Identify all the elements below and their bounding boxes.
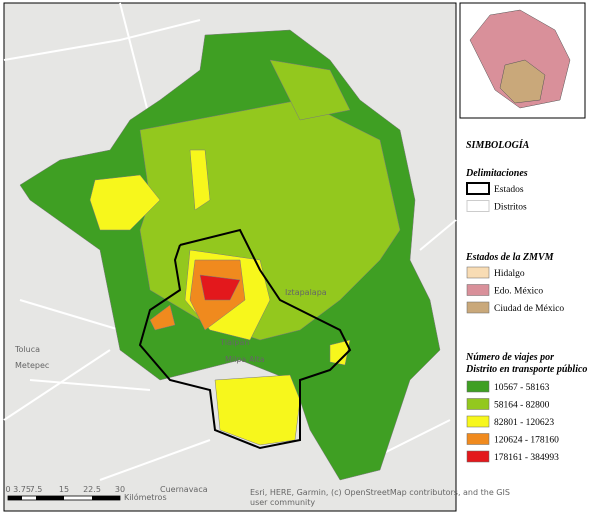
legend-swatch [466,450,490,463]
scale-rect [8,496,22,500]
scale-rect [36,496,64,500]
heading-line: Número de viajes por [465,352,554,363]
legend-label: 82801 - 120623 [494,418,554,428]
legend-heading: Estados de la ZMVM [465,252,555,263]
inset-state [499,59,546,104]
legend-heading: Delimitaciones [465,168,528,179]
place-label: Metepec [15,361,49,370]
legend-swatch [466,301,490,314]
legend-swatch [466,398,490,410]
legend: SIMBOLOGÍA Delimitaciones Estados Distritos… [465,139,587,463]
scale-label: 30 [115,485,125,494]
attribution-line: Esri, HERE, Garmin, (c) OpenStreetMap co… [250,488,510,497]
scale-bar [7,495,121,501]
scale-label: 3.75 [13,485,31,494]
legend-swatch [466,284,490,296]
place-label: Toluca [14,345,40,354]
scale-unit: Kilómetros [124,492,167,502]
legend-label: 178161 - 384993 [494,453,559,463]
scale-label: 0 [5,485,10,494]
place-label: Iztapalapa [285,288,327,297]
legend-swatch [466,266,490,279]
legend-label: Ciudad de México [494,304,564,314]
place-label: Milpa Alta [225,355,265,364]
legend-swatch [466,200,490,212]
legend-swatch [466,415,490,428]
scale-rect [92,496,120,500]
scale-label: 22.5 [83,485,101,494]
legend-label: Hidalgo [494,269,525,279]
legend-swatch [466,433,490,445]
heading-line: Distrito en transporte público [465,364,587,375]
legend-swatch [466,380,490,393]
legend-label: Estados [494,185,524,195]
state-boundary [138,228,352,450]
legend-label: Edo. México [494,287,543,297]
legend-label: 120624 - 178160 [494,436,559,446]
inset-state [469,9,571,109]
legend-title: SIMBOLOGÍA [466,139,530,151]
scale-label: 7.5 [30,485,43,494]
scale-label: 15 [59,485,69,494]
place-label: Tlalpan [219,338,249,347]
districts [19,29,441,481]
legend-label: 10567 - 58163 [494,383,550,393]
legend-label: 58164 - 82800 [494,401,550,411]
legend-swatch [466,182,490,195]
place-label: Cuernavaca [160,485,208,494]
attribution-line: user community [250,498,315,507]
legend-heading: Número de viajes por Distrito en transpor… [465,352,587,375]
legend-label: Distritos [494,203,527,213]
attribution: Esri, HERE, Garmin, (c) OpenStreetMap co… [250,488,510,507]
roads [3,2,457,481]
